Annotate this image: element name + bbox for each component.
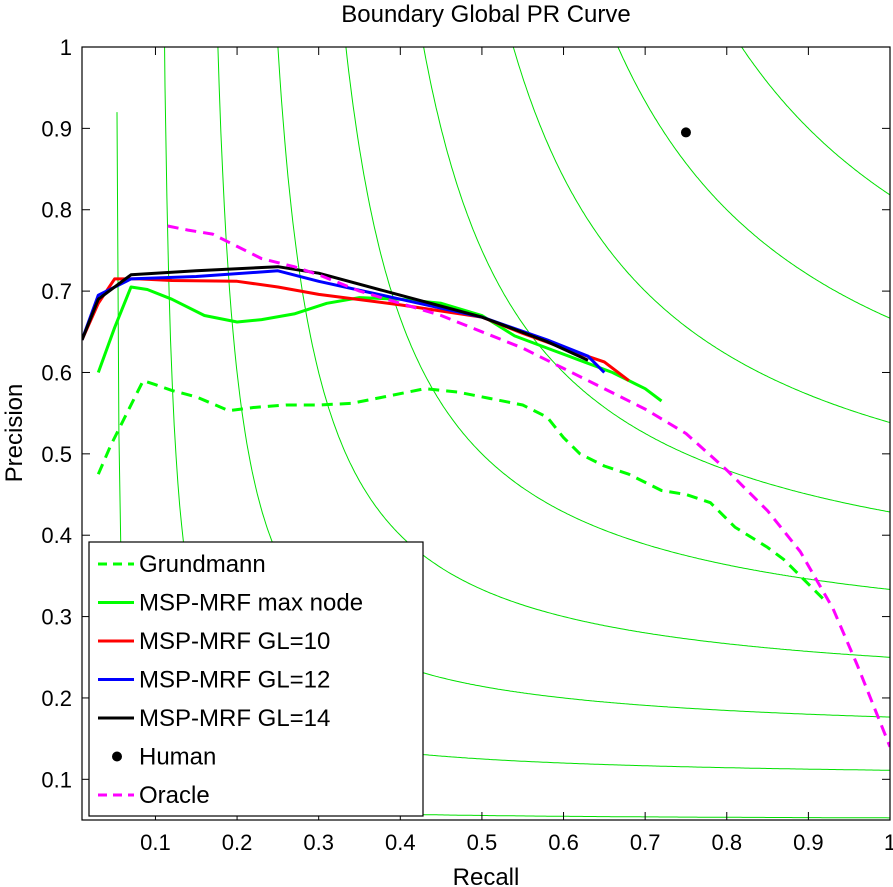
legend-box: [88, 541, 424, 817]
series-grundmann-line: [96, 379, 826, 602]
legend-item-msp-mrf-gl-10: MSP-MRF GL=10: [98, 628, 330, 655]
y-tick-label: 0.4: [41, 523, 72, 548]
x-tick-label: 0.4: [385, 830, 416, 855]
y-tick-label: 0.2: [41, 686, 72, 711]
series-oracle-line: [167, 224, 890, 748]
x-tick-label: 1: [884, 830, 893, 855]
legend-item-human: Human: [112, 744, 216, 771]
y-axis-ticks: 0.1 0.2 0.3 0.4 0.5 0.6 0.7 0.8 0.9 1: [41, 35, 890, 792]
series-msp-mrf-gl-10-line: [82, 277, 630, 382]
legend: Grundmann MSP-MRF max node MSP-MRF GL=10 MS…: [88, 541, 424, 817]
legend-marker: [112, 751, 122, 762]
chart-title: Boundary Global PR Curve: [341, 1, 630, 28]
y-axis-label: Precision: [1, 384, 28, 483]
x-tick-label: 0.3: [303, 830, 334, 855]
x-tick-label: 0.2: [222, 830, 253, 855]
legend-label: Grundmann: [139, 551, 266, 578]
x-axis-label: Recall: [453, 864, 520, 887]
y-tick-label: 1: [60, 35, 72, 60]
legend-label: MSP-MRF GL=10: [139, 628, 330, 655]
x-axis-ticks: 0.1 0.2 0.3 0.4 0.5 0.6 0.7 0.8 0.9 1: [140, 47, 893, 855]
x-tick-label: 0.6: [548, 830, 579, 855]
y-tick-label: 0.5: [41, 442, 72, 467]
series-layer: [82, 127, 890, 748]
legend-item-oracle: Oracle: [98, 782, 210, 809]
series-human-point: [680, 127, 691, 138]
x-tick-label: 0.7: [630, 830, 661, 855]
y-tick-label: 0.1: [41, 767, 72, 792]
iso-f-curve: [277, 47, 890, 658]
legend-label: MSP-MRF GL=14: [139, 705, 330, 732]
y-tick-label: 0.8: [41, 198, 72, 223]
legend-label: Human: [139, 744, 216, 771]
legend-item-msp-mrf-gl-12: MSP-MRF GL=12: [98, 667, 330, 694]
iso-f-curve: [423, 47, 890, 513]
legend-label: Oracle: [139, 782, 210, 809]
legend-label: MSP-MRF max node: [139, 590, 363, 617]
iso-f-curve: [617, 47, 890, 319]
iso-f-curve: [741, 47, 890, 196]
legend-item-msp-mrf-gl-14: MSP-MRF GL=14: [98, 705, 330, 732]
y-tick-label: 0.3: [41, 605, 72, 630]
y-tick-label: 0.7: [41, 279, 72, 304]
plot-frame: [81, 46, 891, 821]
y-tick-label: 0.9: [41, 116, 72, 141]
iso-f-curve: [345, 47, 890, 590]
x-tick-label: 0.9: [793, 830, 824, 855]
iso-f-curve: [512, 47, 890, 423]
legend-item-msp-mrf-max-node: MSP-MRF max node: [98, 590, 363, 617]
x-tick-label: 0.8: [711, 830, 742, 855]
series-msp-mrf-max-node-line: [96, 285, 663, 403]
x-tick-label: 0.5: [467, 830, 498, 855]
y-tick-label: 0.6: [41, 360, 72, 385]
legend-label: MSP-MRF GL=12: [139, 667, 330, 694]
series-msp-mrf-gl-14-line: [82, 265, 589, 362]
x-tick-label: 0.1: [140, 830, 171, 855]
legend-item-grundmann: Grundmann: [98, 551, 266, 578]
